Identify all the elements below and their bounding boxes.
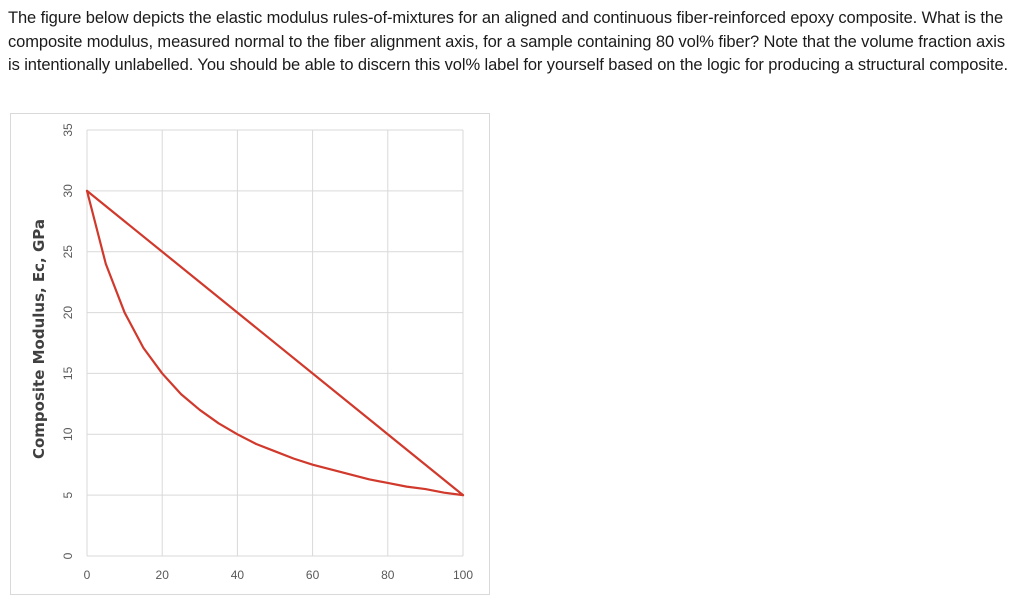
series-line-linear [85,189,465,497]
x-tick-label: 40 [231,568,245,582]
y-tick-label: 25 [61,245,75,259]
y-tick-label: 5 [61,491,75,498]
y-tick-label: 35 [61,123,75,137]
x-tick-label: 0 [84,568,91,582]
y-axis-label: Composite Modulus, Ec, GPa [30,219,48,459]
y-tick-label: 15 [61,366,75,380]
y-tick-label: 20 [61,306,75,320]
y-tick-label: 10 [61,427,75,441]
y-tick-label: 30 [61,184,75,198]
modulus-chart: 0 5 10 15 20 25 30 35 0 20 40 60 80 100 Composite Mod… [30,123,473,582]
grid-lines [86,129,464,557]
x-tick-label: 100 [453,568,473,582]
series-line-curve [85,189,465,497]
data-series [85,189,465,497]
chart-container: 0 5 10 15 20 25 30 35 0 20 40 60 80 100 Composite Mod… [10,113,490,595]
tick-labels: 0 5 10 15 20 25 30 35 0 20 40 60 80 100 [61,123,473,582]
x-tick-label: 20 [156,568,170,582]
x-tick-label: 80 [381,568,395,582]
question-text: The figure below depicts the elastic mod… [8,9,1009,75]
x-tick-label: 60 [306,568,320,582]
y-tick-label: 0 [61,552,75,559]
